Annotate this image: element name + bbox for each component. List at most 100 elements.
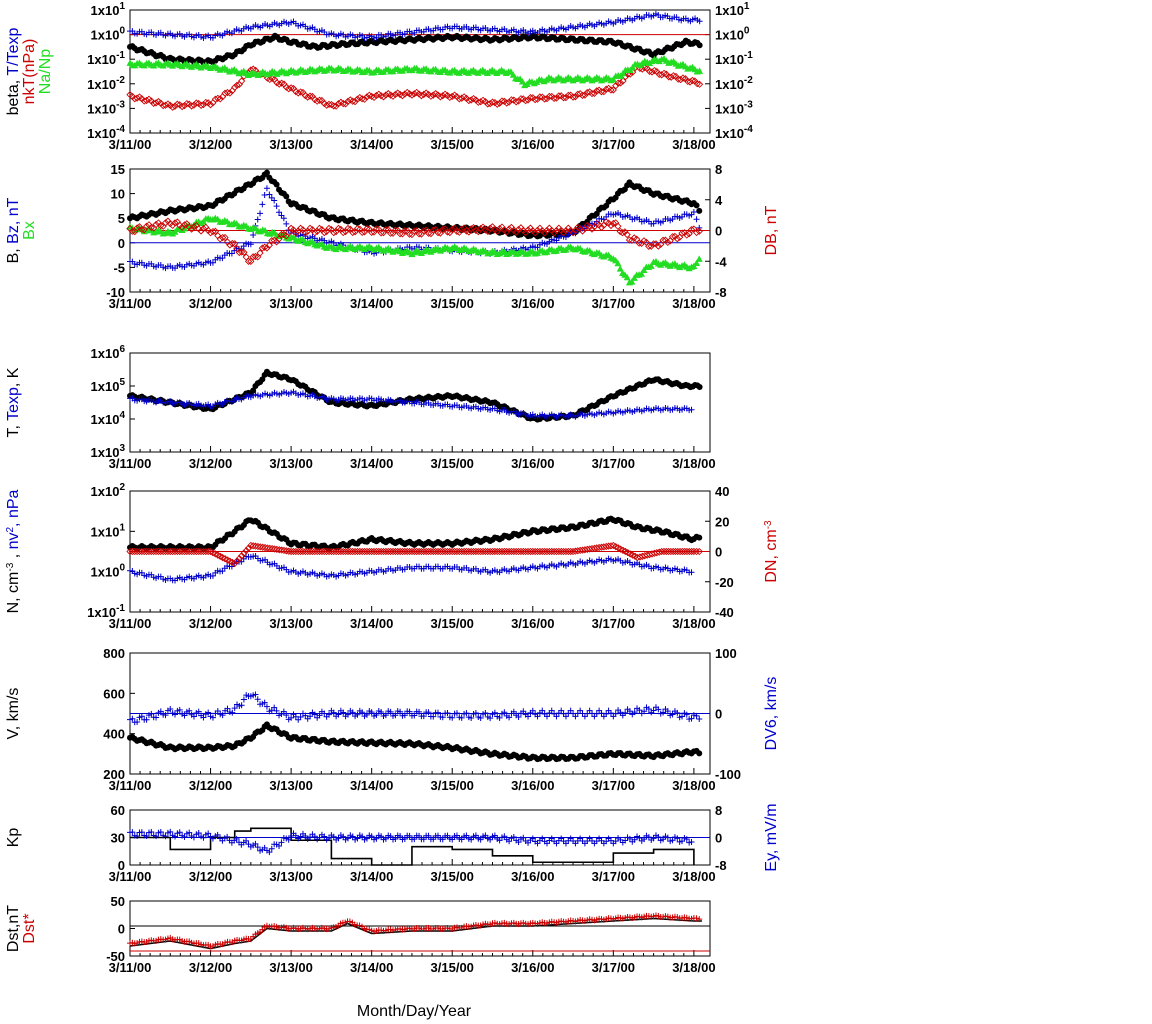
data-point [277,546,286,554]
data-point [360,95,369,103]
data-point [126,547,134,556]
data-point [242,546,250,555]
data-point [434,547,442,556]
data-point [448,225,456,233]
data-point [559,94,568,102]
data-point [641,64,649,72]
x-tick-label: 3/16/00 [511,296,554,311]
x-tick-label: 3/12/00 [189,778,232,793]
data-point [472,547,480,556]
data-point [335,835,342,842]
data-point [280,215,287,222]
data-point [536,547,544,556]
data-point [240,696,247,703]
left-tick-label: 1x102 [91,482,126,499]
data-point [512,228,520,236]
data-point [152,220,160,229]
data-point [650,707,657,714]
data-point [396,547,404,556]
data-point [289,547,298,556]
data-point [349,228,357,237]
y-axis-label-line-1: Dst,nT [5,905,22,952]
data-point [280,708,287,715]
data-point [173,100,182,108]
data-point [392,712,399,719]
data-point [496,837,503,844]
data-point [268,544,276,553]
data-point [197,547,205,556]
y-axis-label-line-1: N, cm-3 , nv2, nPa [5,489,22,613]
data-point [444,832,451,839]
data-point [520,834,527,841]
data-point [696,18,703,25]
data-point [152,99,160,107]
data-point [550,229,558,237]
data-point [540,229,549,237]
data-point [590,89,599,97]
data-point [692,228,701,237]
data-point [365,547,373,556]
x-tick-label: 3/15/00 [431,778,474,793]
data-point [574,90,582,98]
right-tick-label: -40 [715,605,734,620]
data-point [302,712,309,719]
data-point [199,547,208,556]
data-point [443,228,452,236]
data-point [491,832,498,839]
data-point [533,547,542,556]
data-point [479,547,487,556]
left-tick-label: 1x10-3 [87,99,125,116]
data-point [690,209,697,216]
data-point [660,547,668,556]
data-point [285,547,293,555]
data-point [339,228,347,237]
series-blue-plus [127,10,703,42]
data-point [510,833,517,840]
data-point [619,77,627,85]
data-point [190,547,198,556]
y-axis-label-line-2: nkT(nPa) [21,39,38,105]
data-point [162,712,169,719]
data-point [487,836,494,843]
right-tick-label: 1x101 [715,1,750,18]
data-point [311,547,319,556]
data-point [195,708,202,715]
data-point [612,82,620,90]
x-tick-label: 3/18/00 [672,869,715,884]
data-point [327,547,336,556]
data-point [600,88,608,96]
data-point [495,547,504,556]
left-tick-label: 1x10-1 [87,50,125,67]
data-point [569,229,577,237]
data-point [187,225,196,233]
data-point [420,713,427,720]
data-point [468,836,475,843]
data-point [378,708,385,715]
data-point [514,225,523,234]
data-point [458,225,466,233]
data-point [403,547,411,556]
data-point [531,95,539,104]
data-point [493,100,501,108]
left-tick-label: 50 [111,894,125,909]
x-tick-label: 3/13/00 [269,616,312,631]
data-point [259,543,267,551]
data-point [190,713,197,720]
data-point [692,547,701,556]
data-point [172,711,179,718]
x-tick-label: 3/14/00 [350,456,393,471]
data-point [558,707,565,714]
data-point [688,839,695,846]
x-tick-label: 3/14/00 [350,869,393,884]
left-tick-label: 0 [118,858,125,873]
data-point [635,239,643,247]
data-point [522,228,530,237]
data-point [186,829,193,836]
data-point [462,547,471,556]
data-point [510,708,517,715]
data-point [296,547,305,556]
data-point [696,916,703,923]
data-point [531,229,539,237]
data-point [275,80,283,88]
data-point [420,836,427,843]
